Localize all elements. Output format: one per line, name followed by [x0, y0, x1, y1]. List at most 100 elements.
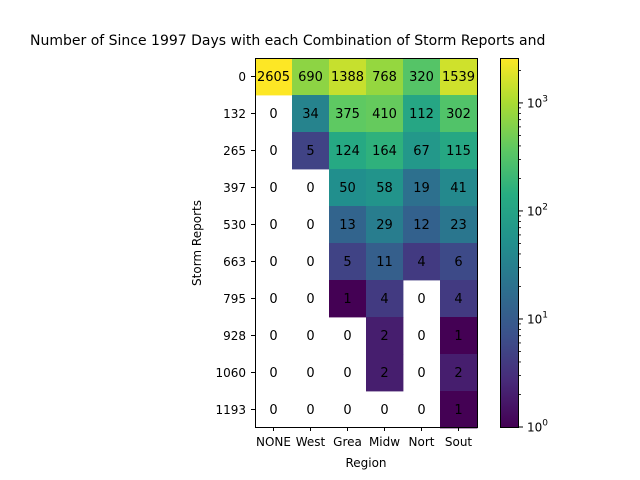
cell-value-label: 0: [417, 329, 425, 344]
x-axis-label: Region: [345, 456, 386, 470]
cell-value-label: 0: [343, 329, 351, 344]
cell-value-label: 164: [372, 144, 397, 159]
colorbar-ticks: 100 101 102 103: [519, 69, 548, 435]
cell-value-label: 1: [454, 329, 462, 344]
cell-value-label: 768: [372, 70, 397, 85]
heatmap-cells: [255, 58, 478, 429]
colorbar-tick-label: 101: [527, 310, 548, 326]
heatmap-cell: [329, 132, 367, 170]
cell-value-label: 67: [413, 144, 430, 159]
cell-value-label: 50: [339, 181, 356, 196]
cell-value-label: 0: [343, 403, 351, 418]
heatmap-cell: [366, 317, 404, 355]
cell-value-label: 0: [269, 329, 277, 344]
heatmap-cell: [440, 132, 478, 170]
cell-value-label: 320: [409, 70, 434, 85]
cell-value-label: 0: [417, 403, 425, 418]
heatmap-cell: [366, 95, 404, 133]
heatmap-cell: [366, 243, 404, 281]
cell-value-label: 12: [413, 218, 430, 233]
heatmap-cell: [329, 280, 367, 318]
heatmap-cell: [329, 243, 367, 281]
cell-value-label: 410: [372, 107, 397, 122]
y-tick-label: 397: [223, 181, 246, 195]
cell-value-label: 0: [343, 366, 351, 381]
cell-value-label: 23: [450, 218, 467, 233]
y-tick-label: 795: [223, 292, 246, 306]
heatmap-cell: [403, 58, 441, 96]
heatmap-cell: [440, 206, 478, 244]
heatmap-cell: [440, 169, 478, 207]
cell-value-label: 34: [302, 107, 319, 122]
cell-value-label: 41: [450, 181, 467, 196]
y-tick-label: 132: [223, 107, 246, 121]
cell-value-label: 0: [269, 218, 277, 233]
colorbar-tick-label: 103: [527, 94, 548, 110]
cell-value-label: 0: [417, 366, 425, 381]
heatmap-cell: [440, 317, 478, 355]
heatmap-cell: [366, 354, 404, 392]
heatmap-cell: [366, 132, 404, 170]
heatmap-cell: [440, 95, 478, 133]
y-tick-label: 928: [223, 329, 246, 343]
heatmap-cell: [440, 243, 478, 281]
plot-frame: [255, 58, 478, 428]
cell-value-label: 115: [446, 144, 471, 159]
heatmap-cell: [366, 169, 404, 207]
heatmap-cell: [403, 132, 441, 170]
heatmap-cell: [403, 206, 441, 244]
cell-value-label: 375: [335, 107, 360, 122]
heatmap-cell: [255, 58, 293, 96]
cell-value-label: 2: [380, 366, 388, 381]
y-tick-label: 265: [223, 144, 246, 158]
heatmap-cell: [440, 280, 478, 318]
cell-value-label: 0: [306, 403, 314, 418]
y-axis-ticks: 0 132 265 397 530 663 795 928 1060 1193: [215, 70, 255, 417]
cell-value-label: 0: [306, 329, 314, 344]
cell-value-label: 5: [343, 255, 351, 270]
cell-value-label: 2605: [257, 70, 290, 85]
cell-value-label: 0: [269, 144, 277, 159]
colorbar-tick-label: 100: [527, 419, 548, 435]
heatmap-cell: [329, 95, 367, 133]
cell-value-label: 4: [454, 292, 462, 307]
cell-value-label: 112: [409, 107, 434, 122]
colorbar: [500, 58, 519, 427]
cell-value-label: 4: [417, 255, 425, 270]
cell-value-label: 5: [306, 144, 314, 159]
cell-value-label: 0: [306, 181, 314, 196]
colorbar-tick-label: 102: [527, 202, 548, 218]
cell-value-label: 1: [454, 403, 462, 418]
cell-value-label: 1: [343, 292, 351, 307]
x-tick-label: Grea: [333, 435, 362, 449]
cell-value-label: 2: [380, 329, 388, 344]
y-axis-label: Storm Reports: [190, 200, 204, 286]
heatmap-cell: [329, 169, 367, 207]
heatmap-cell: [366, 206, 404, 244]
cell-value-label: 0: [417, 292, 425, 307]
heatmap-cell: [366, 58, 404, 96]
colorbar-frame: [500, 58, 519, 428]
heatmap-cell: [440, 391, 478, 429]
y-tick-label: 530: [223, 218, 246, 232]
heatmap-cell: [403, 95, 441, 133]
heatmap-cell: [403, 243, 441, 281]
cell-value-label: 0: [306, 292, 314, 307]
cell-value-label: 13: [339, 218, 356, 233]
cell-value-label: 0: [269, 403, 277, 418]
x-tick-label: West: [296, 435, 326, 449]
x-tick-label: Sout: [445, 435, 473, 449]
heatmap-cell: [440, 354, 478, 392]
heatmap-cell: [403, 169, 441, 207]
cell-value-label: 19: [413, 181, 430, 196]
x-tick-label: Midw: [369, 435, 400, 449]
cell-value-label: 0: [380, 403, 388, 418]
y-tick-label: 1193: [215, 403, 246, 417]
cell-value-label: 302: [446, 107, 471, 122]
y-tick-label: 0: [238, 70, 246, 84]
x-tick-label: NONE: [256, 435, 291, 449]
heatmap-cell: [292, 95, 330, 133]
cell-value-label: 0: [269, 366, 277, 381]
heatmap-cell: [329, 58, 367, 96]
